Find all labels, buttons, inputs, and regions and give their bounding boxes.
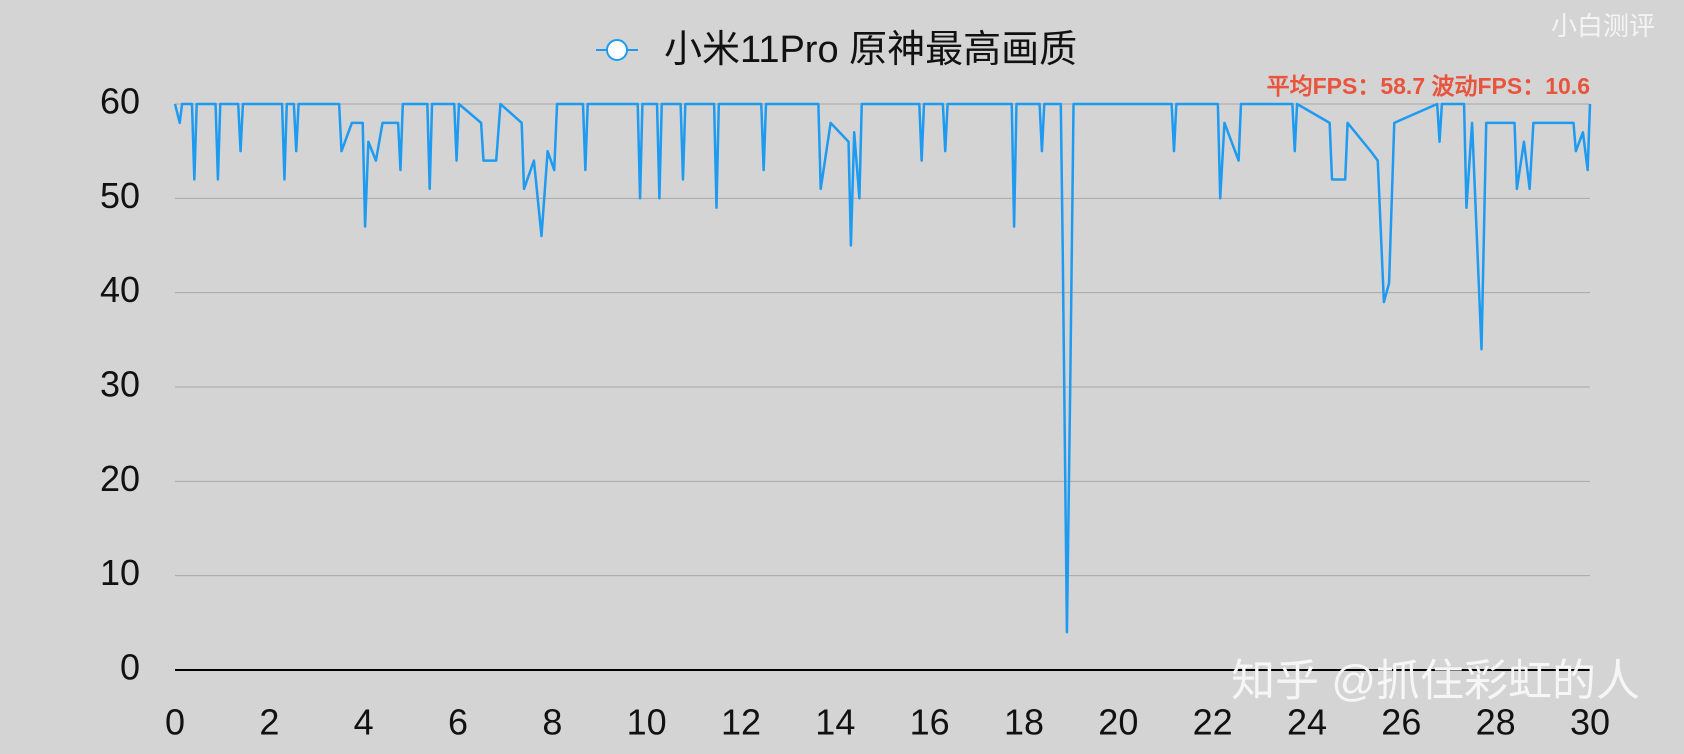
y-tick-label: 30: [100, 364, 140, 405]
legend-marker: [606, 39, 628, 61]
y-tick-label: 60: [100, 81, 140, 122]
series-line: [173, 102, 1592, 634]
x-tick-label: 20: [1098, 702, 1138, 743]
y-tick-label: 10: [100, 552, 140, 593]
x-tick-label: 8: [542, 702, 562, 743]
watermark: 知乎 @抓住彩虹的人: [1231, 657, 1640, 706]
x-tick-label: 10: [627, 702, 667, 743]
x-tick-label: 2: [259, 702, 279, 743]
watermark: 小白测评: [1551, 11, 1655, 41]
legend-label: 小米11Pro 原神最高画质: [664, 29, 1077, 71]
x-tick-label: 30: [1570, 702, 1610, 743]
x-tick-label: 0: [165, 702, 185, 743]
y-tick-label: 50: [100, 175, 140, 216]
x-tick-label: 16: [910, 702, 950, 743]
x-tick-label: 26: [1381, 702, 1421, 743]
x-tick-label: 6: [448, 702, 468, 743]
y-tick-label: 0: [120, 647, 140, 688]
x-tick-label: 28: [1476, 702, 1516, 743]
y-tick-label: 40: [100, 269, 140, 310]
x-tick-label: 24: [1287, 702, 1327, 743]
x-tick-label: 22: [1193, 702, 1233, 743]
x-tick-label: 4: [354, 702, 374, 743]
stats-annotation: 平均FPS：58.7 波动FPS：10.6: [1267, 73, 1590, 99]
x-tick-label: 12: [721, 702, 761, 743]
x-tick-label: 18: [1004, 702, 1044, 743]
y-tick-label: 20: [100, 458, 140, 499]
x-tick-label: 14: [815, 702, 855, 743]
